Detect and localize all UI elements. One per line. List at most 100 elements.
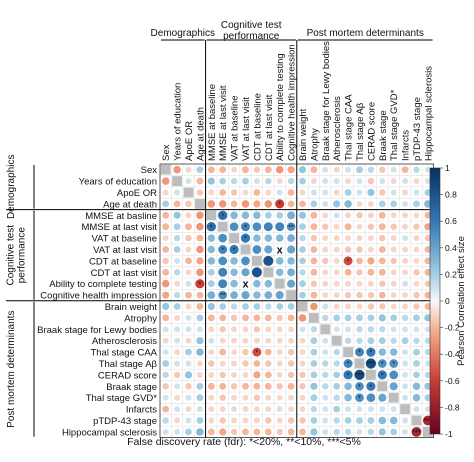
correlation-dot (401, 337, 409, 345)
correlation-dot (333, 428, 340, 436)
correlation-dot (390, 314, 398, 322)
diagonal-cell (320, 324, 331, 335)
correlation-dot (413, 178, 420, 185)
correlation-dot (185, 337, 192, 344)
correlation-dot (253, 279, 261, 288)
correlation-dot (218, 233, 228, 243)
correlation-dot (298, 166, 307, 174)
correlation-dot (367, 200, 374, 207)
correlation-dot (322, 178, 329, 185)
correlation-dot (252, 222, 262, 232)
colorbar-tick-label: -0.4 (445, 349, 460, 359)
correlation-dot (185, 269, 192, 276)
correlation-dot (299, 280, 306, 288)
correlation-dot (367, 337, 375, 345)
correlation-dot (310, 348, 318, 356)
significance-star: * (392, 361, 395, 368)
correlation-dot (389, 370, 399, 380)
correlation-dot (265, 303, 272, 310)
row-label: Atrophy (124, 313, 157, 324)
correlation-dot (231, 349, 238, 356)
correlation-dot (310, 268, 318, 276)
correlation-dot (229, 244, 239, 255)
correlation-dot (174, 360, 181, 367)
correlation-dot (219, 394, 226, 401)
correlation-dot (333, 166, 340, 173)
correlation-dot (174, 428, 181, 435)
correlation-dot (390, 303, 397, 310)
correlation-dot (413, 360, 420, 367)
correlation-dot (219, 303, 227, 310)
correlation-dot (185, 417, 192, 424)
correlation-dot (207, 257, 216, 265)
correlation-dot (253, 178, 260, 185)
correlation-dot (219, 348, 227, 356)
row-label: CERAD score (98, 370, 157, 381)
correlation-dot (402, 189, 409, 196)
correlation-dot (413, 223, 420, 230)
correlation-dot (333, 246, 340, 253)
column-label: MMSE at baseline (207, 84, 218, 161)
correlation-dot (208, 189, 215, 196)
correlation-dot (242, 428, 249, 436)
correlation-dot (162, 246, 170, 253)
correlation-dot (333, 178, 340, 185)
correlation-dot (252, 245, 262, 254)
correlation-dot (322, 371, 329, 379)
correlation-dot (207, 268, 215, 276)
correlation-dot (230, 200, 238, 208)
column-labels: Sex Years of education ApoE OR Age at death… (161, 41, 434, 161)
correlation-dot (424, 303, 432, 310)
correlation-dot (174, 349, 181, 356)
correlation-dot (185, 428, 192, 436)
correlation-dot (231, 337, 238, 344)
row-label: Atherosclerosis (92, 336, 157, 347)
correlation-dot (264, 348, 272, 356)
correlation-dot (185, 257, 192, 265)
correlation-dot (287, 200, 295, 208)
column-group-header: Demographics (151, 28, 215, 39)
correlation-dot (276, 383, 283, 390)
row-label: ApoE OR (117, 188, 157, 199)
correlation-dot (207, 245, 216, 254)
correlation-dot (218, 290, 228, 300)
correlation-dot (242, 360, 249, 367)
correlation-dot (174, 337, 181, 344)
row-label: Braak stage (106, 382, 157, 393)
correlation-dot (389, 416, 398, 425)
correlation-dot (366, 393, 376, 403)
significance-star: *** (367, 361, 375, 368)
correlation-dot (264, 428, 272, 436)
correlation-dot (218, 279, 228, 289)
correlation-dot (367, 303, 375, 310)
correlation-dot (162, 360, 170, 367)
correlation-dot (310, 371, 318, 379)
row-label: CDT at last visit (91, 268, 158, 279)
correlation-dot (310, 200, 318, 208)
correlation-dot (230, 383, 238, 390)
correlation-dot (367, 417, 375, 424)
column-label: Atherosclerosis (332, 96, 343, 161)
correlation-dot (196, 211, 204, 220)
correlation-dot (343, 359, 353, 368)
correlation-dot (265, 406, 272, 413)
correlation-dot (162, 257, 169, 265)
row-label: Thal stage GVD* (86, 393, 158, 404)
correlation-dot (424, 189, 432, 196)
correlation-dot (276, 417, 283, 424)
correlation-dot (310, 166, 318, 174)
correlation-dot (402, 280, 409, 287)
correlation-dot (345, 178, 352, 185)
correlation-dot (196, 337, 204, 345)
correlation-dot (218, 256, 228, 266)
correlation-dot (185, 178, 192, 185)
correlation-dot (390, 178, 397, 185)
row-label: Years of education (79, 177, 157, 188)
correlation-dot (288, 394, 295, 401)
correlation-dot (390, 212, 397, 219)
correlation-dot (333, 223, 340, 230)
colorbar-tick-label: -1 (445, 429, 453, 439)
correlation-dot (276, 394, 283, 401)
correlation-dot (276, 189, 283, 196)
correlation-dot (322, 189, 329, 196)
